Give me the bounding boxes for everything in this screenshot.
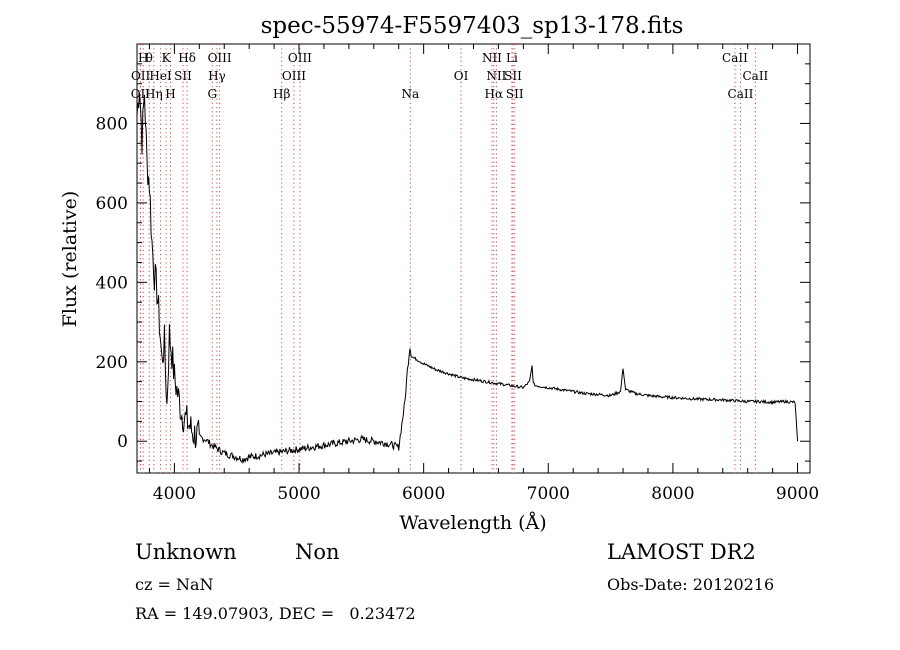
spectral-line-label: CaII: [728, 87, 754, 101]
x-tick-label: 8000: [651, 484, 694, 504]
spectral-line-label: SII: [174, 69, 192, 83]
spectral-line-label: OIII: [282, 69, 306, 83]
spectral-line-label: G: [207, 87, 217, 101]
spectral-line-label: OIII: [208, 51, 232, 65]
plot-frame: [136, 43, 811, 474]
spectral-line-label: OI: [454, 69, 469, 83]
x-axis-label: Wavelength (Å): [399, 512, 546, 534]
spectral-line-label: OII: [131, 87, 151, 101]
spectral-line-label: NII: [486, 69, 506, 83]
spectral-line-label: Hβ: [273, 87, 290, 101]
spectral-line-label: Hη: [145, 87, 163, 101]
series-layer: [136, 92, 799, 464]
subclass-label: Non: [295, 540, 340, 564]
redshift-label: cz = NaN: [135, 575, 214, 594]
spectral-line-label: OIII: [288, 51, 312, 65]
spectral-line-label: Li: [506, 51, 518, 65]
y-tick-label: 800: [96, 114, 128, 134]
y-tick-label: 0: [117, 432, 128, 452]
spectral-line-markers: [139, 44, 756, 473]
class-label: Unknown: [135, 540, 237, 564]
y-tick-label: 400: [96, 273, 128, 293]
spectral-line-label: NII: [482, 51, 502, 65]
x-tick-label: 9000: [776, 484, 819, 504]
y-tick-label: 600: [96, 194, 128, 214]
coordinates-label: RA = 149.07903, DEC = 0.23472: [135, 604, 416, 623]
spectral-line-label: H: [165, 87, 175, 101]
spectral-line-label: SII: [506, 87, 524, 101]
y-axis-label: Flux (relative): [59, 191, 81, 328]
spectral-line-label: H: [138, 51, 148, 65]
spectral-line-label: CaII: [742, 69, 768, 83]
spectral-line-label: OII: [131, 69, 151, 83]
spectral-line-label: θ: [146, 51, 153, 65]
spectral-line-label: Hα: [485, 87, 504, 101]
spectral-line-label: CaII: [722, 51, 748, 65]
spectrum-line: [136, 92, 799, 464]
y-tick-label: 200: [96, 353, 128, 373]
obs-date-label: Obs-Date: 20120216: [607, 575, 775, 594]
spectral-line-label: Na: [401, 87, 419, 101]
x-tick-label: 4000: [153, 484, 196, 504]
x-tick-label: 7000: [527, 484, 570, 504]
spectral-line-label: K: [162, 51, 172, 65]
axis-ticks: 4000 5000 6000 7000 8000 9000 0 200 400 600 800: [96, 44, 819, 504]
spectral-line-label: HeI: [149, 69, 172, 83]
spectral-line-label: Hδ: [178, 51, 196, 65]
x-tick-label: 5000: [277, 484, 320, 504]
spectral-line-label: Hγ: [208, 69, 226, 83]
x-tick-label: 6000: [402, 484, 445, 504]
spectral-line-label: SII: [504, 69, 522, 83]
survey-label: LAMOST DR2: [607, 540, 756, 564]
chart-title: spec-55974-F5597403_sp13-178.fits: [261, 13, 684, 39]
